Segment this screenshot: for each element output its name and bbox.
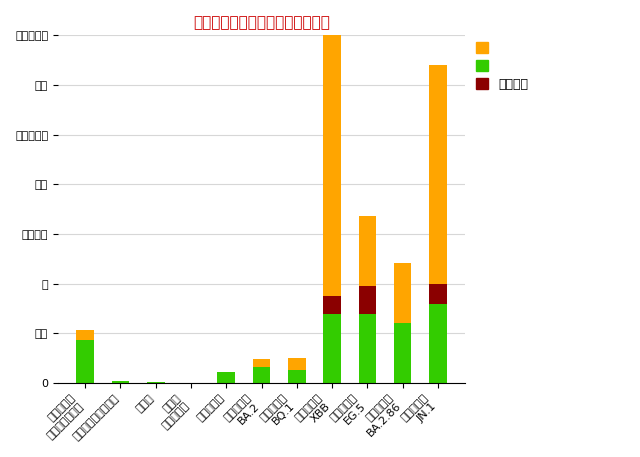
Bar: [76, 340, 94, 383]
Bar: [394, 324, 412, 383]
Bar: [323, 17, 341, 296]
Legend: , , 感染者数: , , 感染者数: [476, 42, 528, 90]
Bar: [323, 314, 341, 383]
Bar: [288, 370, 306, 383]
Bar: [111, 381, 129, 383]
Bar: [358, 286, 376, 314]
Bar: [288, 358, 306, 370]
Bar: [429, 284, 447, 303]
Bar: [358, 216, 376, 286]
Bar: [429, 65, 447, 284]
Bar: [429, 303, 447, 383]
Bar: [218, 372, 235, 383]
Bar: [394, 263, 412, 323]
Bar: [323, 296, 341, 314]
Bar: [76, 330, 94, 340]
Bar: [253, 367, 270, 383]
Bar: [253, 359, 270, 367]
Bar: [147, 382, 164, 383]
Bar: [394, 323, 412, 324]
Title: ウイルス感染者数の推移（国内）: ウイルス感染者数の推移（国内）: [193, 15, 330, 30]
Bar: [358, 314, 376, 383]
